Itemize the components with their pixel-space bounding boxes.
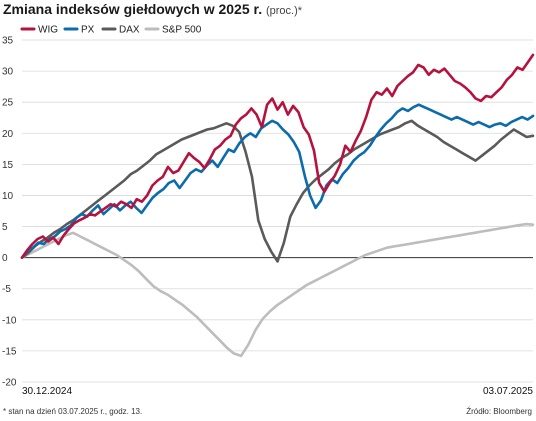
y-tick-label: -15 [2,346,17,357]
series-line-dax [20,119,535,263]
x-start-label: 30.12.2024 [22,386,72,397]
legend-label-s-p-500: S&P 500 [162,25,202,36]
y-tick-label: -20 [2,378,17,389]
chart-title-main: Zmiana indeksów giełdowych w 2025 r. [3,1,263,17]
series-line-s-p-500 [20,222,535,358]
y-tick-label: 20 [2,129,14,140]
y-tick-label: 10 [2,191,14,202]
y-tick-label: 30 [2,67,14,78]
legend-label-px: PX [81,25,95,36]
source-note: Źródło: Bloomberg [466,407,532,416]
legend-label-dax: DAX [119,25,140,36]
y-tick-label: 15 [2,160,14,171]
y-tick-label: -10 [2,315,17,326]
y-tick-label: 35 [2,36,14,47]
footnote: * stan na dzień 03.07.2025 r., godz. 13. [3,407,143,416]
y-tick-label: 25 [2,98,14,109]
series-line-px [20,103,535,259]
chart-title-unit: (proc.)* [265,5,303,17]
y-tick-label: 5 [2,222,8,233]
series-line-wig [20,53,535,259]
x-end-label: 03.07.2025 [483,386,533,397]
y-tick-label: -5 [2,284,11,295]
y-tick-label: 0 [2,253,8,264]
chart-title: Zmiana indeksów giełdowych w 2025 r. (pr… [3,1,302,17]
legend-label-wig: WIG [38,25,58,36]
